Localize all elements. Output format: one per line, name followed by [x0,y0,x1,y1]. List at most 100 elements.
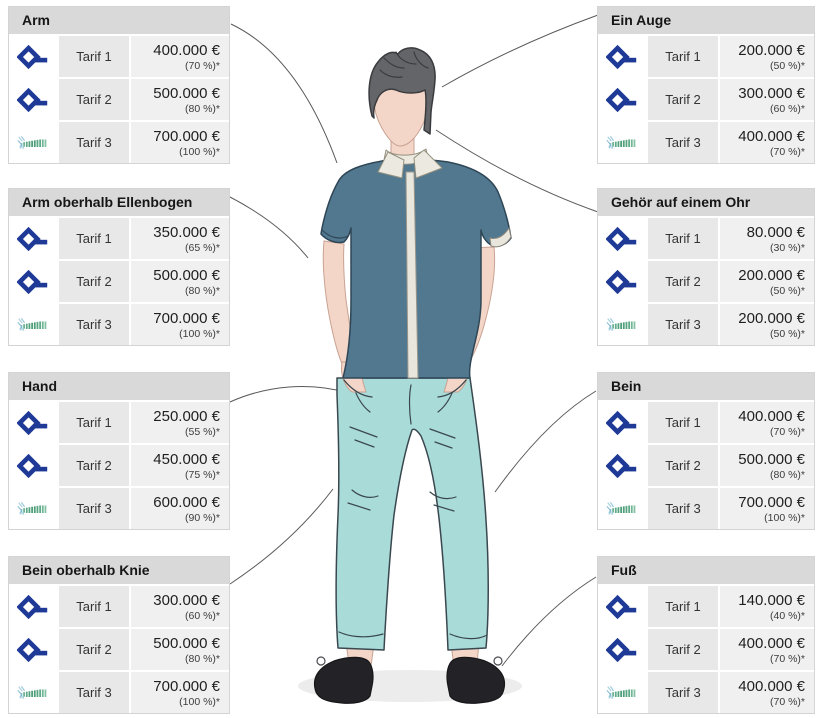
table-row: Tarif 3 600.000 € (90 %)* [9,488,229,529]
payout-cell: 200.000 € (50 %)* [720,261,814,302]
payout-cell: 400.000 € (70 %)* [720,122,814,163]
table-row: Tarif 3 200.000 € (50 %)* [598,304,814,345]
blue-diamond-logo-icon [606,411,638,435]
insurer-logo-cell [9,629,57,670]
connector-hand [229,386,350,403]
tariff-label: Tarif 2 [59,79,129,120]
right-sleeve-cuff [489,226,512,248]
table-row: Tarif 1 300.000 € (60 %)* [9,586,229,627]
connector-leg [494,390,597,493]
tariff-label: Tarif 3 [59,122,129,163]
shoes [313,656,506,704]
payout-percent: (100 %)* [179,327,220,340]
connector-upper-arm [229,196,309,259]
table-row: Tarif 2 500.000 € (80 %)* [9,79,229,120]
payout-percent: (80 %)* [769,468,805,481]
table-row: Tarif 2 500.000 € (80 %)* [9,261,229,302]
blue-diamond-logo-icon [17,227,49,251]
collar [377,148,443,179]
insurer-logo-cell [598,218,646,259]
table-title: Bein [598,373,814,400]
table-row: Tarif 1 350.000 € (65 %)* [9,218,229,259]
insurer-logo-cell [598,402,646,443]
blue-diamond-logo-icon [17,270,49,294]
payout-amount: 400.000 € [738,127,805,145]
insurer-logo-cell [598,629,646,670]
tariff-label: Tarif 3 [648,672,718,713]
blue-diamond-logo-icon [17,454,49,478]
payout-cell: 300.000 € (60 %)* [131,586,229,627]
hair [368,47,436,135]
tariff-label: Tarif 1 [648,36,718,77]
tariff-label: Tarif 3 [59,304,129,345]
payout-percent: (70 %)* [769,695,805,708]
blue-diamond-logo-icon [606,454,638,478]
payout-cell: 200.000 € (50 %)* [720,36,814,77]
payout-cell: 400.000 € (70 %)* [720,629,814,670]
insurer-logo-cell [598,488,646,529]
payout-cell: 700.000 € (100 %)* [131,672,229,713]
payout-cell: 80.000 € (30 %)* [720,218,814,259]
insurer-logo-cell [9,586,57,627]
table-row: Tarif 1 200.000 € (50 %)* [598,36,814,77]
payout-amount: 200.000 € [738,309,805,327]
payout-cell: 600.000 € (90 %)* [131,488,229,529]
tariff-label: Tarif 2 [648,261,718,302]
green-stripes-logo-icon [17,685,47,699]
payout-amount: 80.000 € [746,223,805,241]
green-stripes-logo-icon [17,135,47,149]
payout-percent: (100 %)* [179,695,220,708]
table-row: Tarif 2 200.000 € (50 %)* [598,261,814,302]
tariff-label: Tarif 3 [59,672,129,713]
payout-amount: 300.000 € [153,591,220,609]
blue-diamond-logo-icon [17,638,49,662]
blue-diamond-logo-icon [606,595,638,619]
left-sleeve-fold [321,229,349,239]
payout-amount: 500.000 € [153,84,220,102]
payout-table-arm: Arm Tarif 1 400.000 € (70 %)* Tarif 2 500… [8,6,230,164]
insurer-logo-cell [9,672,57,713]
tariff-label: Tarif 1 [59,402,129,443]
payout-percent: (100 %)* [764,511,805,524]
tariff-label: Tarif 1 [59,36,129,77]
tariff-label: Tarif 2 [648,629,718,670]
insurer-logo-cell [598,79,646,120]
table-title: Ein Auge [598,7,814,34]
payout-percent: (80 %)* [184,102,220,115]
blue-diamond-logo-icon [17,45,49,69]
payout-amount: 450.000 € [153,450,220,468]
payout-amount: 700.000 € [153,127,220,145]
tariff-label: Tarif 2 [648,445,718,486]
payout-amount: 140.000 € [738,591,805,609]
connector-lines [229,14,599,667]
green-stripes-logo-icon [606,317,636,331]
blue-diamond-logo-icon [606,45,638,69]
payout-percent: (30 %)* [769,241,805,254]
insurer-logo-cell [9,488,57,529]
payout-amount: 500.000 € [153,634,220,652]
connector-eye [441,14,599,88]
payout-percent: (80 %)* [184,652,220,665]
payout-percent: (80 %)* [184,284,220,297]
tariff-label: Tarif 3 [648,488,718,529]
table-title: Arm oberhalb Ellenbogen [9,189,229,216]
payout-table-foot: Fuß Tarif 1 140.000 € (40 %)* Tarif 2 400… [597,556,815,714]
blue-diamond-logo-icon [606,638,638,662]
payout-amount: 700.000 € [738,493,805,511]
green-stripes-logo-icon [606,501,636,515]
table-row: Tarif 1 400.000 € (70 %)* [9,36,229,77]
tariff-label: Tarif 3 [648,122,718,163]
insurer-logo-cell [9,218,57,259]
payout-percent: (90 %)* [184,511,220,524]
payout-amount: 400.000 € [738,407,805,425]
table-row: Tarif 1 400.000 € (70 %)* [598,402,814,443]
payout-cell: 140.000 € (40 %)* [720,586,814,627]
payout-amount: 400.000 € [738,677,805,695]
payout-amount: 300.000 € [738,84,805,102]
payout-percent: (50 %)* [769,59,805,72]
table-title: Arm [9,7,229,34]
table-row: Tarif 3 700.000 € (100 %)* [9,304,229,345]
table-row: Tarif 3 700.000 € (100 %)* [598,488,814,529]
green-stripes-logo-icon [606,685,636,699]
payout-percent: (60 %)* [769,102,805,115]
